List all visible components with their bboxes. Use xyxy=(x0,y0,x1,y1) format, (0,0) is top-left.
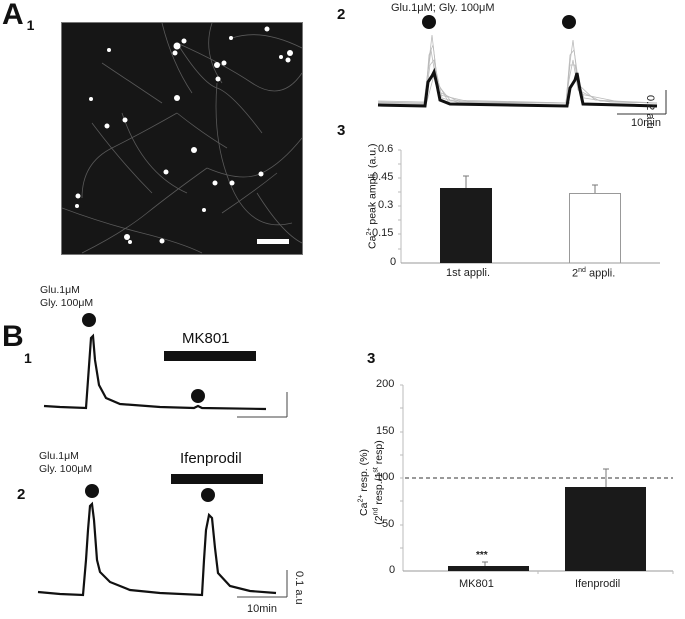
bar-ifenprodil xyxy=(565,487,646,571)
xtick-sup: nd xyxy=(578,267,586,274)
panel-label-a3: 3 xyxy=(337,122,346,139)
b3-ytick: 150 xyxy=(376,425,395,437)
mk801-bar xyxy=(164,351,256,361)
b1-drug-label: MK801 xyxy=(182,330,230,347)
b2-scale-x-label: 10min xyxy=(247,603,277,615)
a2-application-label: Glu.1μM; Gly. 100μM xyxy=(391,2,495,14)
xtick-text-2: appli. xyxy=(585,267,616,280)
ifenprodil-bar xyxy=(171,474,263,484)
response-trace xyxy=(43,333,267,411)
a3-xtick-2nd: 2nd appli. xyxy=(572,267,615,280)
b2-scale-y-label: 0.1 a.u xyxy=(293,571,305,605)
a2-trace-plot xyxy=(377,15,667,115)
significance-marker: *** xyxy=(476,550,488,561)
a3-ytick: 0.3 xyxy=(378,199,394,211)
a3-ytick: 0.6 xyxy=(378,143,394,155)
application-dot-2 xyxy=(201,488,215,502)
b3-xtick-mk801: MK801 xyxy=(459,578,494,590)
application-dot-1 xyxy=(422,15,436,29)
bar-2nd-appli xyxy=(569,193,621,264)
b2-application-label-2: Gly. 100μM xyxy=(39,463,93,475)
panel-label-a2: 2 xyxy=(337,6,346,23)
micrograph-image xyxy=(62,23,302,254)
b3-xtick-ifenprodil: Ifenprodil xyxy=(575,578,621,590)
bar-1st-appli xyxy=(440,188,492,263)
b3-plot-area xyxy=(400,384,674,574)
b3-ytick: 200 xyxy=(376,378,395,390)
xtick-text: 2 xyxy=(572,267,579,280)
b2-trace-plot xyxy=(37,474,288,598)
application-dot-1 xyxy=(82,313,96,327)
panel-label-b1: 1 xyxy=(24,350,32,366)
application-dot-2 xyxy=(562,15,576,29)
bar-mk801 xyxy=(448,566,529,571)
b3-ytick: 50 xyxy=(382,518,395,530)
panel-label-b: B xyxy=(2,320,24,353)
application-dot-2 xyxy=(191,389,205,403)
b1-trace-plot xyxy=(43,313,288,418)
b2-application-label-1: Glu.1μM xyxy=(39,450,79,462)
a3-ytick: 0 xyxy=(390,256,397,268)
b3-bar-chart: Ca2+ resp. (%) (2nd resp./1st resp) 200 … xyxy=(358,340,685,619)
mean-trace xyxy=(377,67,658,108)
scale-bar xyxy=(257,239,289,244)
a3-ytick: 0.45 xyxy=(372,171,394,183)
b1-application-label-1: Glu.1μM xyxy=(40,284,80,296)
a2-scale-x-label: 10min xyxy=(631,117,661,129)
application-dot-1 xyxy=(85,484,99,498)
a3-plot-area xyxy=(398,149,660,264)
panel-label-b3: 3 xyxy=(367,350,376,367)
a3-bar-chart: Ca2+ peak ampli. (a.u.) 0.6 0.45 0.3 0.1… xyxy=(360,135,685,285)
neuron-micrograph xyxy=(61,22,303,255)
a3-ytick: 0.15 xyxy=(372,227,394,239)
individual-traces xyxy=(377,34,658,106)
panel-letter-a: A xyxy=(2,0,24,31)
a3-xtick-1st: 1st appli. xyxy=(446,267,491,279)
b3-ytick: 0 xyxy=(389,564,396,576)
panel-label-b2: 2 xyxy=(17,486,26,503)
b2-drug-label: Ifenprodil xyxy=(180,450,242,467)
panel-sub-a1: 1 xyxy=(26,17,35,33)
b1-application-label-2: Gly. 100μM xyxy=(40,297,94,309)
response-trace xyxy=(37,501,277,597)
b3-ytick: 100 xyxy=(376,471,395,483)
